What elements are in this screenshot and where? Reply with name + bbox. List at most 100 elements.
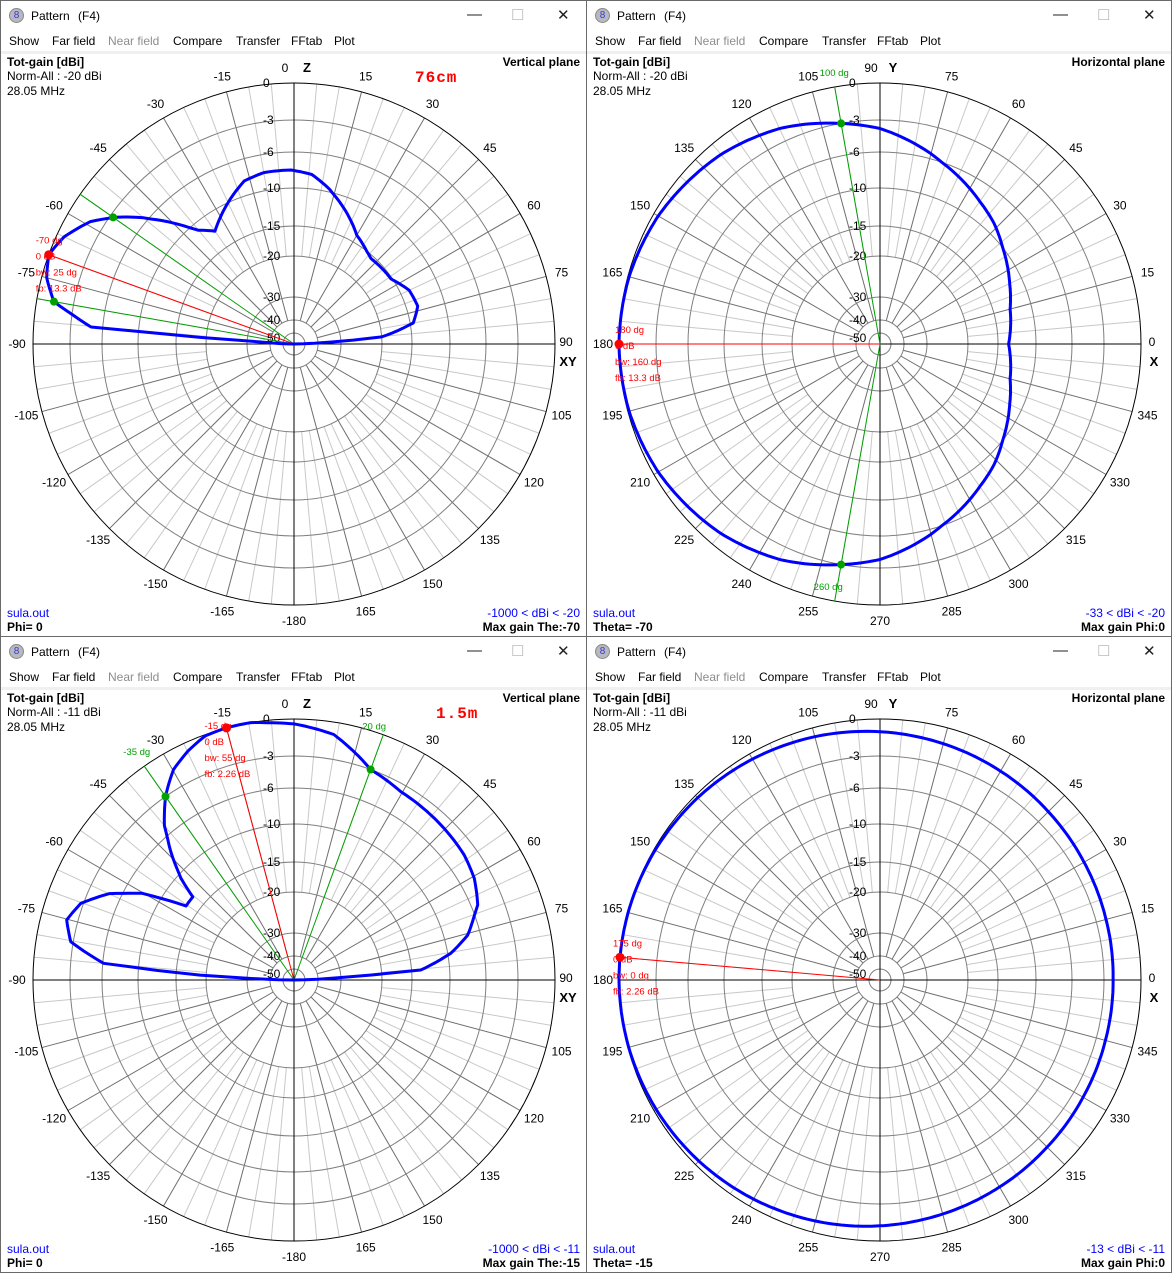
radial-tick-label: 0 [263,712,270,726]
menu-compare[interactable]: Compare [173,34,223,48]
minor-spoke [36,358,208,390]
radial-tick-label: -10 [263,181,281,195]
minor-spoke [301,719,318,893]
close-icon[interactable]: ✕ [557,7,570,24]
menu-show[interactable]: Show [595,34,626,48]
major-spoke [310,360,479,529]
minor-spoke [125,779,238,913]
minor-spoke [380,358,552,390]
close-icon[interactable]: ✕ [557,643,570,660]
menu-compare[interactable]: Compare [759,670,809,684]
major-spoke [811,91,875,321]
major-spoke [41,349,271,413]
max-gain-label: 0 dB [36,252,56,263]
max-gain-label-group: 175 dg 0 dB bw: 0 dg fb: 2.26 dB [613,938,659,997]
title-bar[interactable]: 8 Pattern (F4) — ☐ ✕ [587,637,1171,667]
angle-tick-label: 45 [483,141,497,155]
major-spoke [317,275,547,339]
menu-fftab[interactable]: FFtab [291,670,323,684]
angle-tick-label: 210 [630,1112,650,1126]
minor-spoke [962,890,1126,951]
major-spoke [299,1003,363,1233]
title-bar[interactable]: 8 Pattern (F4) — ☐ ✕ [1,637,586,667]
menu-far-field[interactable]: Far field [52,670,96,684]
minor-spoke [930,765,1031,909]
maximize-icon[interactable]: ☐ [1097,643,1111,660]
minimize-icon[interactable]: — [467,642,482,659]
menu-show[interactable]: Show [9,34,40,48]
menu-transfer[interactable]: Transfer [236,34,281,48]
menu-plot[interactable]: Plot [920,34,941,48]
minimize-icon[interactable]: — [467,6,482,23]
close-icon[interactable]: ✕ [1143,7,1156,24]
major-spoke [885,91,949,321]
title-bar[interactable]: 8 Pattern (F4) — ☐ ✕ [1,1,586,31]
minor-spoke [323,426,384,590]
quantity-label: Tot-gain [dBi] [7,55,85,69]
menu-far-field[interactable]: Far field [638,670,682,684]
menu-show[interactable]: Show [595,670,626,684]
menu-near-field: Near field [694,670,746,684]
major-spoke [225,367,289,597]
angle-tick-label: -45 [89,777,107,791]
menu-plot[interactable]: Plot [334,34,355,48]
maximize-icon[interactable]: ☐ [511,7,525,24]
major-spoke [896,159,1065,328]
minor-spoke [183,1059,258,1217]
minor-spoke [79,829,223,930]
angle-tick-label: 150 [422,1213,442,1227]
minor-spoke [308,86,340,258]
close-icon[interactable]: ✕ [1143,643,1156,660]
menu-show[interactable]: Show [9,670,40,684]
minor-spoke [204,1062,265,1226]
menu-plot[interactable]: Plot [920,670,941,684]
menu-compare[interactable]: Compare [759,34,809,48]
menu-fftab[interactable]: FFtab [877,34,909,48]
major-spoke [749,117,869,324]
radial-tick-label: -30 [263,290,281,304]
maximize-icon[interactable]: ☐ [511,643,525,660]
normalization-label: Norm-All : -20 dBi [7,69,102,83]
major-spoke [653,849,860,969]
menu-compare[interactable]: Compare [173,670,223,684]
window-shortcut: (F4) [664,9,686,23]
minor-spoke [894,722,926,894]
angle-tick-label: 105 [552,1045,572,1059]
menu-fftab[interactable]: FFtab [877,670,909,684]
radial-tick-label: -40 [849,949,867,963]
minor-spoke [634,254,798,315]
angle-tick-label: 330 [1110,1112,1130,1126]
major-spoke [41,911,271,975]
minor-spoke [769,107,844,265]
gain-range: -1000 < dBi < -11 [488,1242,580,1256]
minor-spoke [248,430,280,602]
minimize-icon[interactable]: — [1053,642,1068,659]
major-spoke [627,911,857,975]
minor-spoke [36,934,208,966]
angle-tick-label: -15 [214,69,232,83]
angle-tick-label: -60 [45,199,63,213]
menu-transfer[interactable]: Transfer [236,670,281,684]
minor-spoke [729,129,830,273]
menu-plot[interactable]: Plot [334,670,355,684]
beamwidth-line [143,765,295,981]
menu-fftab[interactable]: FFtab [291,34,323,48]
max-gain-label-group: 180 dg 0 dB bw: 160 dg fb: 13.3 dB [615,325,661,384]
minor-spoke [381,987,555,1004]
menu-far-field[interactable]: Far field [638,34,682,48]
minimize-icon[interactable]: — [1053,6,1068,23]
minor-spoke [125,1047,238,1181]
minor-spoke [361,1036,495,1149]
minor-spoke [380,994,552,1026]
maximize-icon[interactable]: ☐ [1097,7,1111,24]
angle-tick-label: -15 [214,705,232,719]
beamwidth-point [161,792,170,801]
title-bar[interactable]: 8 Pattern (F4) — ☐ ✕ [587,1,1171,31]
angle-tick-label: 285 [942,605,962,619]
radial-tick-label: -40 [263,313,281,327]
menu-transfer[interactable]: Transfer [822,670,867,684]
major-spoke [896,795,1065,964]
menu-far-field[interactable]: Far field [52,34,96,48]
minor-spoke [344,1051,445,1195]
menu-transfer[interactable]: Transfer [822,34,867,48]
